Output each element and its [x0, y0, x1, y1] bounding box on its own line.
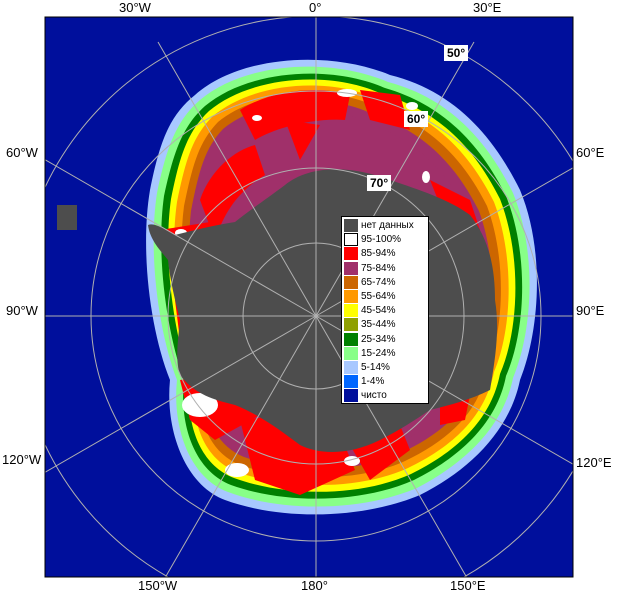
legend-swatch [344, 361, 358, 374]
legend-swatch [344, 275, 358, 289]
lon-label-30e: 30°E [473, 0, 502, 15]
lon-label-150w: 150°W [138, 578, 178, 593]
lat-label-50: 50° [444, 45, 469, 61]
legend-label: 55-64% [361, 291, 396, 302]
legend-swatch [344, 290, 358, 303]
legend-row: 65-74% [344, 275, 396, 289]
legend-label: 25-34% [361, 333, 396, 345]
lon-label-180: 180° [301, 578, 328, 593]
lon-label-0: 0° [309, 0, 322, 15]
lat-label-60: 60° [404, 111, 429, 127]
legend-row: 95-100% [344, 233, 402, 247]
legend-label: 65-74% [361, 276, 396, 288]
legend-label: 1-4% [361, 376, 385, 388]
legend-swatch [344, 247, 358, 261]
lat-label-70: 70° [367, 175, 392, 191]
legend-row: 5-14% [344, 361, 390, 374]
ice-full-patches [175, 89, 435, 477]
legend-label: 85-94% [361, 248, 396, 260]
legend-row: нет данных [344, 219, 414, 232]
legend-swatch [344, 346, 358, 360]
legend-label: 45-54% [361, 305, 396, 317]
lon-label-90w: 90°W [6, 303, 38, 318]
legend-swatch [344, 219, 358, 232]
land-fragment [57, 205, 77, 230]
legend-swatch [344, 332, 358, 346]
lon-label-30w: 30°W [119, 0, 151, 15]
legend-label: 15-24% [361, 347, 396, 359]
legend-row: 85-94% [344, 247, 396, 261]
legend-label: 35-44% [361, 319, 396, 331]
legend-row: 35-44% [344, 318, 396, 332]
legend-swatch [344, 375, 358, 389]
legend-swatch [344, 389, 358, 403]
lon-label-90e: 90°E [576, 303, 605, 318]
legend-label: 95-100% [361, 234, 402, 246]
lon-label-60w: 60°W [6, 145, 38, 160]
legend-row: 25-34% [344, 332, 396, 346]
legend-label: чисто [361, 390, 387, 402]
legend-swatch [344, 261, 358, 275]
legend-row: 45-54% [344, 304, 396, 318]
legend-swatch [344, 233, 358, 247]
legend-label: 75-84% [361, 262, 396, 274]
legend-row: чисто [344, 389, 387, 403]
legend-label: нет данных [361, 220, 414, 231]
lon-label-60e: 60°E [576, 145, 605, 160]
map-border [44, 16, 574, 578]
lon-label-120e: 120°E [576, 455, 612, 470]
lon-label-120w: 120°W [2, 452, 42, 467]
legend: нет данных 95-100% 85-94% 75-84% 65-74% 55-64… [341, 216, 429, 404]
legend-row: 55-64% [344, 290, 395, 303]
legend-swatch [344, 304, 358, 318]
legend-swatch [344, 318, 358, 332]
legend-label: 5-14% [361, 362, 390, 373]
lon-label-150e: 150°E [450, 578, 486, 593]
legend-row: 1-4% [344, 375, 385, 389]
legend-row: 75-84% [344, 261, 396, 275]
legend-row: 15-24% [344, 346, 396, 360]
